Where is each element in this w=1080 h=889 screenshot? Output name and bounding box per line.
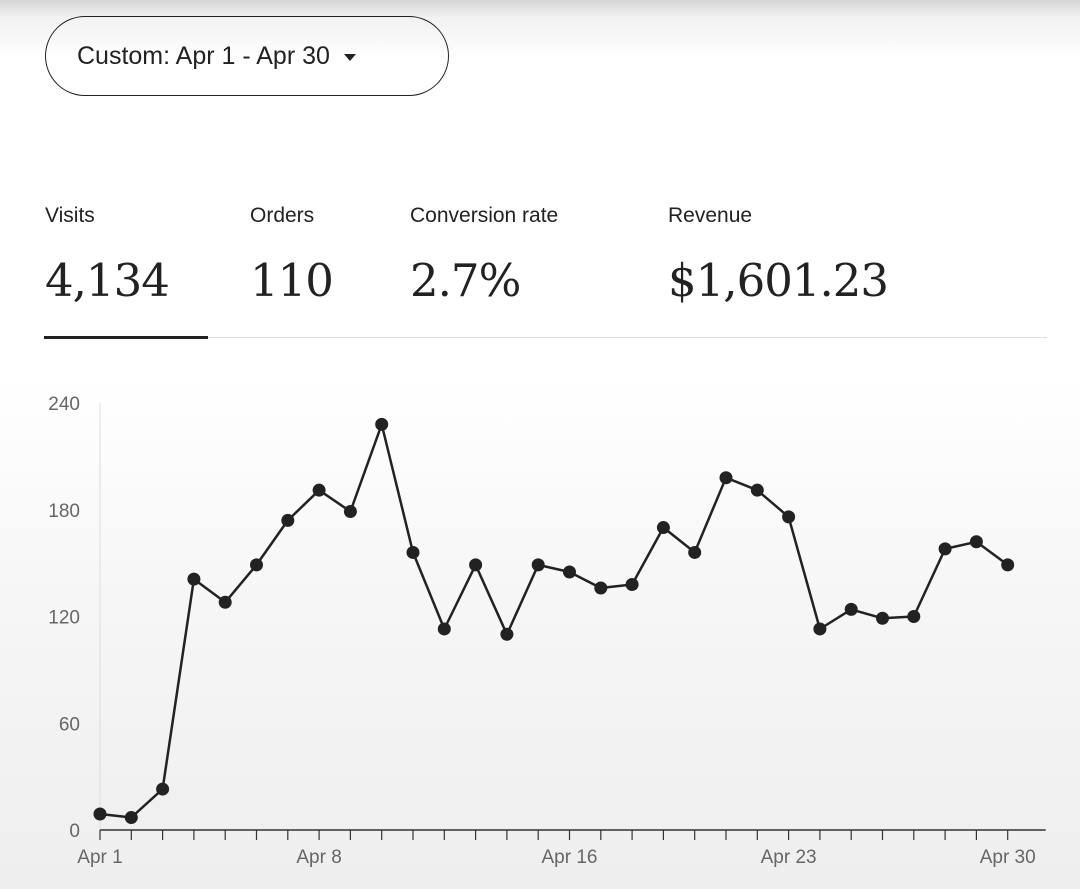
- data-point: [469, 558, 483, 572]
- caret-down-icon: [343, 54, 356, 61]
- data-point: [218, 595, 232, 609]
- y-tick-label: 0: [69, 821, 80, 842]
- metric-tab-revenue[interactable]: Revenue $1,601.23: [668, 204, 889, 307]
- active-tab-indicator: [44, 336, 208, 339]
- data-point: [1001, 558, 1015, 572]
- data-point: [907, 610, 921, 623]
- date-range-filter[interactable]: Custom: Apr 1 - Apr 30: [45, 16, 449, 96]
- metric-tab-conversion-rate[interactable]: Conversion rate 2.7%: [410, 204, 558, 307]
- y-tick-label: 120: [48, 608, 80, 629]
- data-point: [281, 513, 295, 527]
- data-point: [187, 572, 201, 586]
- visits-line-chart: 0 60 120 180 240 Apr 1 Apr 8 Apr 16 Apr 23 Apr 30: [48, 394, 1046, 868]
- data-point: [938, 542, 952, 556]
- data-point: [93, 807, 107, 821]
- data-point: [531, 558, 545, 572]
- data-point: [876, 611, 889, 625]
- metric-label: Visits: [45, 204, 95, 227]
- data-point: [437, 622, 451, 636]
- data-point: [156, 782, 170, 796]
- tabs-divider: [45, 337, 1047, 338]
- data-point: [250, 558, 263, 572]
- data-point: [500, 627, 514, 641]
- data-point: [656, 521, 670, 535]
- metric-tab-visits[interactable]: Visits 4,134: [45, 204, 170, 307]
- metric-value: 2.7%: [410, 254, 521, 307]
- visits-series-line: [99, 423, 1009, 819]
- y-tick-label: 60: [59, 714, 80, 735]
- data-point: [844, 602, 858, 616]
- x-tick-label: Apr 30: [980, 847, 1036, 868]
- data-point: [750, 483, 764, 497]
- metric-label: Conversion rate: [410, 204, 559, 227]
- x-tick-label: Apr 23: [761, 847, 817, 868]
- data-point: [625, 577, 639, 591]
- metric-value: 4,134: [45, 254, 170, 307]
- data-point: [813, 622, 827, 636]
- metric-tab-orders[interactable]: Orders 110: [250, 204, 334, 307]
- metric-value: 110: [250, 254, 334, 307]
- data-point: [406, 545, 420, 559]
- data-point: [719, 471, 733, 485]
- data-point: [688, 545, 702, 559]
- y-tick-label: 180: [48, 501, 80, 522]
- date-range-label: Custom: Apr 1 - Apr 30: [77, 41, 330, 70]
- data-point: [563, 565, 576, 579]
- data-point: [312, 483, 326, 497]
- metric-value: $1,601.23: [668, 254, 889, 307]
- metric-label: Orders: [250, 204, 315, 227]
- data-point: [782, 510, 796, 524]
- x-tick-label: Apr 8: [296, 847, 341, 868]
- data-point: [343, 505, 357, 519]
- data-point: [594, 581, 608, 595]
- x-tick-label: Apr 1: [77, 847, 122, 868]
- x-tick-label: Apr 16: [542, 847, 598, 868]
- metric-label: Revenue: [668, 204, 753, 227]
- data-point: [969, 535, 983, 549]
- data-point: [124, 811, 138, 825]
- data-point: [375, 417, 389, 431]
- y-tick-label: 240: [48, 394, 80, 415]
